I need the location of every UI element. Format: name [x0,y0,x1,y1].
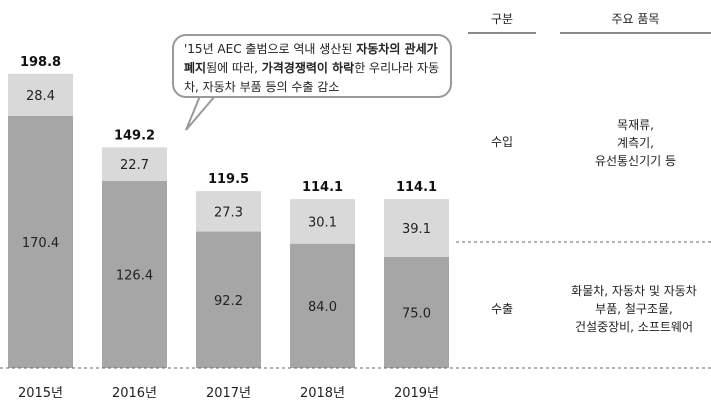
data-label: 27.3 [214,205,243,220]
row-import-items: 목재류, 계측기, 유선통신기기 등 [560,116,711,170]
items-table: 구분 주요 품목 수입 목재류, 계측기, 유선통신기기 등 수출 화물차, 자… [456,0,711,405]
bar-segment [290,243,355,368]
x-tick-label: 2018년 [300,386,345,401]
import-item-2: 계측기, [617,136,654,150]
x-tick-label: 2017년 [206,386,251,401]
total-label: 119.5 [208,172,249,187]
callout-bold-2: 가격경쟁력이 하락 [261,61,355,75]
data-label: 84.0 [308,300,337,315]
x-tick-label: 2015년 [18,386,63,401]
data-label: 30.1 [308,215,337,230]
x-tick-label: 2016년 [112,386,157,401]
export-item-2: 부품, 철구조물, [595,302,673,316]
data-label: 39.1 [402,222,431,237]
total-label: 149.2 [114,128,155,143]
export-item-1: 화물차, 자동차 및 자동차 [571,284,697,298]
callout-text-2: 됨에 따라, [206,61,262,75]
stacked-bar-chart: 170.4 28.4 198.8 2015년 126.4 22.7 149.2 2016년 92… [0,55,456,401]
bar-segment [8,115,73,368]
callout-bold-1: 자동차의 관세가 폐지 [184,42,438,75]
callout-text-1: '15년 AEC 출범으로 역내 생산된 [184,42,357,56]
data-label: 22.7 [120,158,149,173]
bar-segment [384,257,449,368]
bar-segment [290,199,355,244]
data-label: 75.0 [402,307,431,322]
import-item-1: 목재류, [617,118,654,132]
row-export-items: 화물차, 자동차 및 자동차 부품, 철구조물, 건설중장비, 소프트웨어 [552,282,711,336]
header-category: 구분 [490,12,514,26]
bar-segment [196,191,261,232]
data-label: 126.4 [116,268,153,283]
bar-segment [102,180,167,368]
bar-segment [102,147,167,181]
callout-box: '15년 AEC 출범으로 역내 생산된 자동차의 관세가 폐지됨에 따라, 가… [172,34,452,98]
callout-text-3: 한 우리나라 자동차, 자동차 부품 등의 수출 감소 [184,61,440,94]
x-tick-label: 2019년 [394,386,439,401]
total-label: 198.8 [20,55,61,70]
table-rules [456,32,711,369]
header-items: 주요 품목 [611,12,660,26]
import-item-3: 유선통신기기 등 [594,154,677,168]
data-label: 92.2 [214,294,243,309]
total-label: 114.1 [396,180,437,195]
row-export-category: 수출 [490,302,514,316]
export-item-3: 건설중장비, 소프트웨어 [574,320,694,334]
data-label: 28.4 [26,89,55,104]
total-label: 114.1 [302,180,343,195]
bar-segment [196,231,261,368]
bar-segment [384,199,449,257]
data-label: 170.4 [22,236,59,251]
row-import-category: 수입 [490,135,514,149]
bar-segment [8,73,73,116]
